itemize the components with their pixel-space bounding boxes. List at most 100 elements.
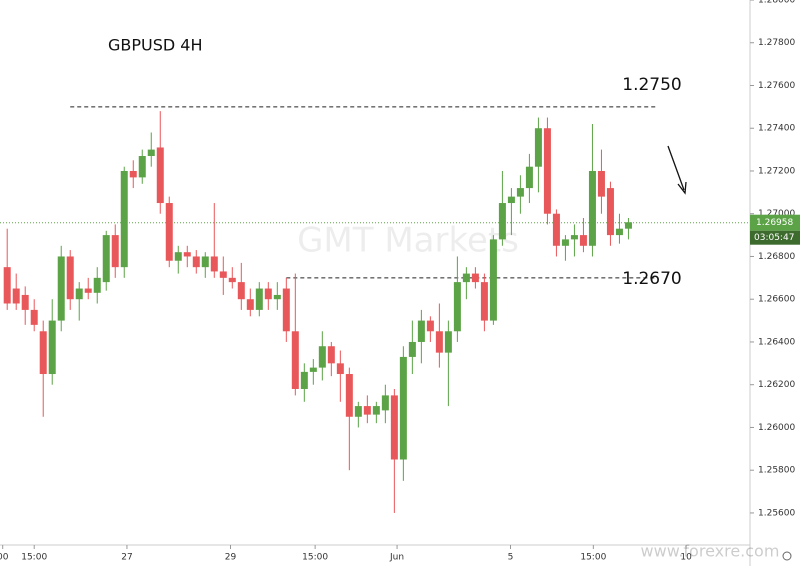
candle-body	[543, 128, 551, 214]
candle-body	[237, 282, 245, 300]
candle-body	[399, 356, 407, 460]
candle-body	[390, 395, 398, 460]
y-tick-label: 1.26200	[758, 380, 795, 390]
candle-body	[192, 256, 200, 268]
candle-body	[516, 188, 524, 197]
chart-title: GBPUSD 4H	[108, 36, 203, 55]
candle-body	[165, 203, 173, 261]
candle-body	[336, 363, 344, 375]
candle-body	[282, 288, 290, 332]
y-tick-label: 1.26000	[758, 423, 795, 433]
candle-body	[327, 346, 335, 364]
candle-body	[219, 271, 227, 278]
source-watermark: www.forexre.com	[641, 542, 780, 561]
y-tick-label: 1.27600	[758, 81, 795, 91]
candle-body	[624, 222, 632, 229]
candle-body	[507, 196, 515, 204]
candle-body	[300, 371, 308, 389]
last-price-label: 1.26958	[756, 218, 793, 228]
candle-body	[552, 213, 560, 246]
candle-body	[318, 346, 326, 368]
candle-body	[354, 406, 362, 417]
candle-body	[264, 288, 272, 300]
arrow	[667, 145, 685, 191]
candle-body	[273, 294, 281, 300]
x-tick-label: 15:00	[21, 553, 47, 563]
arrow-head	[677, 181, 687, 195]
candle-body	[93, 277, 101, 293]
candle-body	[129, 170, 137, 178]
candle-body	[417, 320, 425, 342]
candle-body	[12, 288, 20, 304]
y-tick-label: 1.27200	[758, 166, 795, 176]
x-tick-label: 15:00	[302, 553, 328, 563]
candle-body	[147, 149, 155, 157]
candle-body	[228, 277, 236, 283]
candle-body	[534, 128, 542, 167]
candle-body	[30, 309, 38, 325]
x-tick-label: 00	[0, 553, 9, 563]
candle-body	[363, 406, 371, 415]
x-tick-label: 29	[225, 553, 237, 563]
candle-body	[255, 288, 263, 310]
watermark: GMT Markets	[297, 221, 519, 261]
x-tick-label: 15:00	[580, 553, 606, 563]
candle-body	[84, 288, 92, 293]
y-tick-label: 1.27400	[758, 124, 795, 134]
candle-body	[3, 267, 11, 304]
y-tick-label: 1.26600	[758, 295, 795, 305]
candle-body	[408, 341, 416, 357]
level-label: 1.2750	[622, 75, 681, 95]
candle-body	[453, 282, 461, 332]
candle-body	[174, 252, 182, 261]
candle-body	[606, 188, 614, 236]
candle-body	[525, 166, 533, 189]
candle-body	[39, 331, 47, 375]
candle-body	[345, 374, 353, 417]
candle-body	[156, 147, 164, 204]
candle-body	[48, 320, 56, 375]
candle-body	[183, 252, 191, 257]
y-tick-label: 1.25600	[758, 508, 795, 518]
candle-body	[471, 273, 479, 283]
candle-body	[588, 170, 596, 246]
candle-body	[291, 331, 299, 389]
candle-body	[570, 235, 578, 240]
settings-icon[interactable]	[782, 551, 792, 561]
candle-body	[210, 256, 218, 272]
candle-body	[489, 239, 497, 321]
x-tick-label: Jun	[389, 553, 404, 563]
level-label: 1.2670	[622, 269, 681, 289]
candle-body	[597, 170, 605, 197]
candle-body	[498, 203, 506, 240]
y-tick-label: 1.26800	[758, 252, 795, 262]
y-tick-label: 1.25800	[758, 466, 795, 476]
candle-body	[615, 228, 623, 236]
candle-body	[462, 273, 470, 283]
candle-body	[66, 256, 74, 300]
candle-body	[426, 320, 434, 332]
x-tick-label: 5	[508, 553, 514, 563]
candle-body	[75, 288, 83, 300]
candle-body	[372, 406, 380, 415]
last-price-box	[750, 214, 800, 231]
y-tick-label: 1.27800	[758, 38, 795, 48]
candle-body	[561, 239, 569, 246]
candle-body	[579, 235, 587, 246]
countdown-label: 03:05:47	[754, 233, 794, 243]
candle-body	[120, 170, 128, 268]
candle-body	[21, 294, 29, 310]
candle-body	[435, 331, 443, 353]
candle-body	[102, 235, 110, 283]
candle-body	[201, 256, 209, 268]
candle-body	[246, 299, 254, 310]
candle-body	[480, 282, 488, 321]
x-tick-label: 27	[121, 553, 132, 563]
y-tick-label: 1.28000	[758, 0, 795, 6]
x-tick-label: 10	[680, 553, 692, 563]
candle-body	[444, 331, 452, 353]
candle-body	[57, 256, 65, 321]
candle-body	[309, 367, 317, 372]
countdown-box	[750, 230, 800, 245]
